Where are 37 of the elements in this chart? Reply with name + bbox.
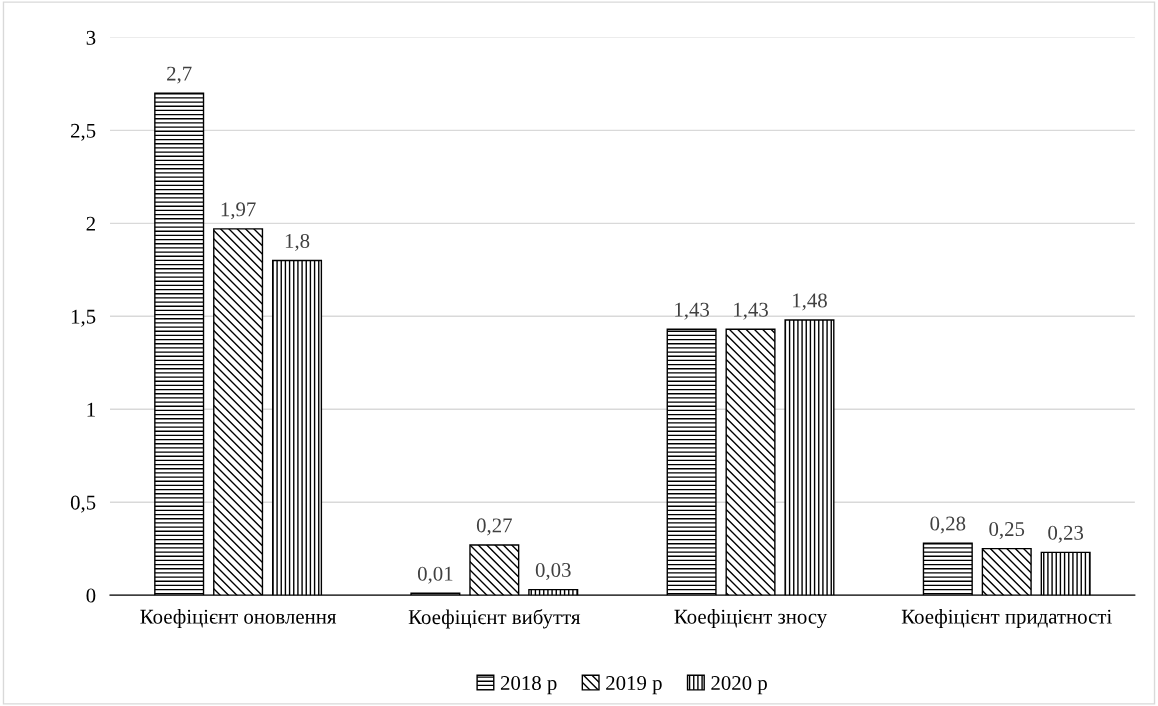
- data-label: 1,48: [793, 293, 827, 311]
- legend-label: 2019 р: [606, 675, 662, 695]
- x-tick-label: Коефіцієнт оновлення: [140, 609, 337, 628]
- data-label: 0,27: [476, 518, 512, 536]
- bar: [272, 259, 323, 596]
- data-label: 1,8: [285, 233, 310, 251]
- y-tick-label: 1,5: [71, 309, 96, 327]
- x-tick-label: Коефіцієнт зносу: [674, 609, 828, 628]
- bar: [922, 542, 973, 596]
- legend-label: 2020 р: [711, 675, 767, 695]
- data-label: 0,28: [930, 516, 966, 534]
- y-tick-label: 1: [87, 402, 95, 417]
- data-label: 0,01: [417, 566, 453, 584]
- bar: [1040, 551, 1091, 596]
- data-label: 0,23: [1048, 525, 1084, 543]
- data-label: 1,43: [675, 302, 710, 320]
- y-tick-label: 3: [86, 30, 96, 45]
- y-tick-label: 2,5: [70, 123, 96, 141]
- bar: [213, 228, 264, 596]
- bar: [725, 328, 776, 596]
- data-label: 0,25: [989, 522, 1025, 540]
- data-label: 1,97: [221, 202, 256, 220]
- bar: [981, 547, 1032, 596]
- y-tick-label: 0,5: [70, 495, 96, 513]
- y-tick-label: 2: [86, 216, 95, 231]
- y-tick-label: 0: [86, 588, 96, 603]
- data-label: 0,03: [535, 562, 571, 581]
- legend-label: 2018 р: [500, 675, 557, 695]
- bar: [784, 319, 835, 596]
- x-tick-label: Коефіцієнт придатності: [901, 609, 1112, 628]
- bar: [469, 544, 520, 596]
- x-tick-label: Коефіцієнт вибуття: [408, 609, 581, 629]
- bar: [666, 328, 717, 596]
- data-label: 1,43: [734, 302, 768, 320]
- bar: [154, 92, 205, 596]
- data-label: 2,7: [167, 66, 192, 84]
- bar: [528, 588, 579, 596]
